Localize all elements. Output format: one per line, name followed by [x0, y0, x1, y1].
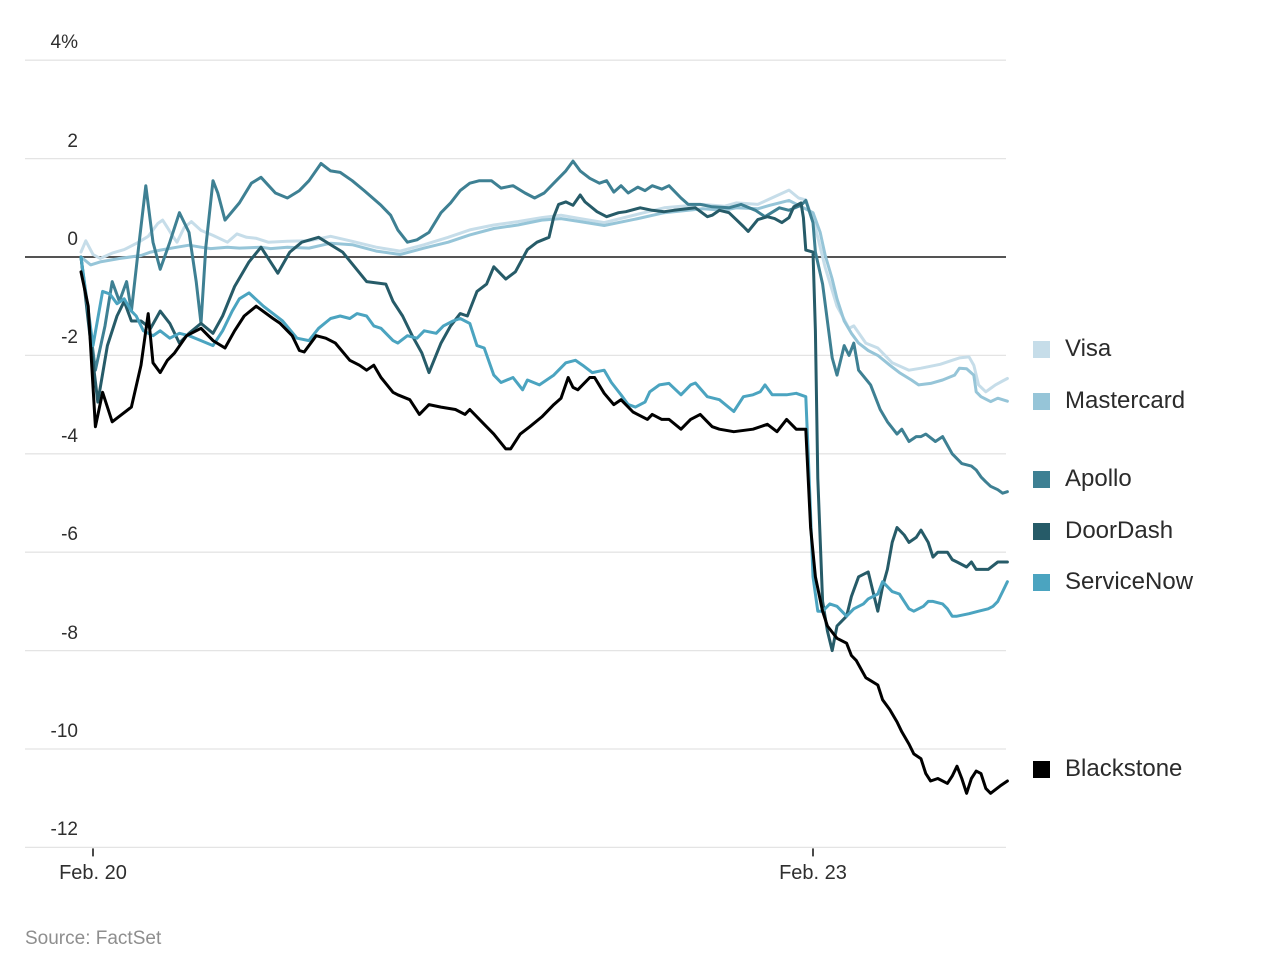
legend-item-servicenow: ServiceNow — [1033, 565, 1193, 599]
legend-item-doordash: DoorDash — [1033, 514, 1173, 548]
x-axis-tick-label: Feb. 23 — [779, 862, 847, 885]
legend-label: Visa — [1065, 335, 1112, 362]
legend-item-blackstone: Blackstone — [1033, 752, 1182, 786]
legend-label: Blackstone — [1065, 755, 1183, 782]
legend-item-apollo: Apollo — [1033, 462, 1132, 496]
y-axis-tick-label: 2 — [67, 130, 78, 152]
source-note: Source: FactSet — [25, 928, 162, 949]
x-axis-tick-label: Feb. 20 — [59, 862, 127, 885]
legend-label: ServiceNow — [1065, 568, 1194, 595]
y-axis-tick-label: -2 — [61, 327, 78, 349]
legend-swatch-mastercard — [1033, 392, 1050, 410]
y-axis-tick-label: -10 — [50, 721, 78, 742]
y-axis-tick-label: 0 — [67, 229, 78, 250]
legend-swatch-visa — [1033, 340, 1050, 358]
legend-swatch-apollo — [1033, 470, 1050, 488]
y-axis-tick-label: -6 — [61, 524, 78, 546]
legend-label: Apollo — [1065, 465, 1132, 492]
y-axis-tick-label: -12 — [50, 819, 78, 841]
legend-swatch-blackstone — [1033, 760, 1050, 778]
legend-item-visa: Visa — [1033, 332, 1111, 366]
series-line-blackstone — [79, 270, 1009, 795]
y-axis-tick-label: -8 — [61, 622, 78, 644]
legend-label: DoorDash — [1065, 517, 1174, 544]
legend-item-mastercard: Mastercard — [1033, 384, 1185, 418]
y-axis-tick-label: 4% — [50, 32, 78, 54]
y-axis-tick-label: -4 — [61, 425, 78, 447]
legend-label: Mastercard — [1065, 387, 1186, 414]
series-line-servicenow — [79, 255, 1009, 618]
series-line-doordash — [79, 193, 1009, 653]
series-line-mastercard — [79, 198, 1009, 404]
legend-swatch-servicenow — [1033, 573, 1050, 591]
series-line-apollo — [79, 159, 1009, 495]
legend-swatch-doordash — [1033, 522, 1050, 540]
